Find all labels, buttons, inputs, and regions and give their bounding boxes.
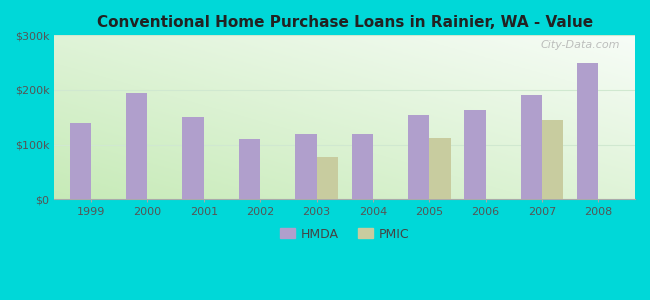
Bar <box>464 110 486 199</box>
Bar <box>126 93 148 199</box>
Bar <box>352 134 373 199</box>
Bar <box>239 139 260 199</box>
Title: Conventional Home Purchase Loans in Rainier, WA - Value: Conventional Home Purchase Loans in Rain… <box>97 15 593 30</box>
Bar <box>408 115 429 199</box>
Bar <box>577 63 599 199</box>
Text: City-Data.com: City-Data.com <box>541 40 621 50</box>
Bar <box>183 117 204 199</box>
Bar <box>317 157 338 199</box>
Bar <box>542 120 564 199</box>
Bar <box>521 95 542 199</box>
Bar <box>429 138 450 199</box>
Legend: HMDA, PMIC: HMDA, PMIC <box>275 223 415 246</box>
Bar <box>295 134 317 199</box>
Bar <box>70 123 91 199</box>
